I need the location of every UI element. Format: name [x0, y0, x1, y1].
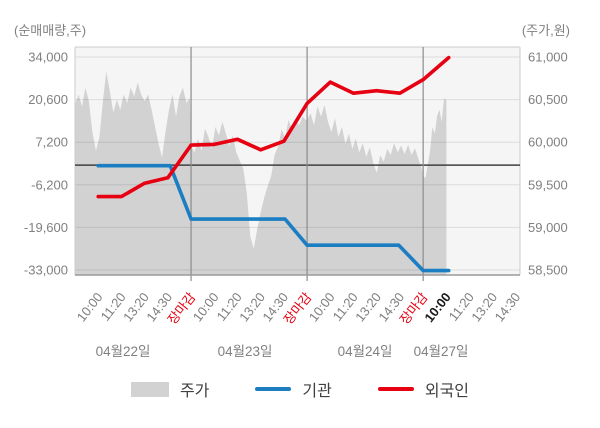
right-axis-tick-label: 59,000: [528, 220, 568, 235]
left-axis-tick-label: -33,000: [24, 263, 68, 278]
legend-item-foreigners: 외국인: [377, 377, 470, 401]
date-label: 04월24일: [338, 344, 393, 359]
right-axis-tick-label: 59,500: [528, 177, 568, 192]
x-tick-label: 14:30: [492, 290, 524, 325]
right-axis-title: (주가,원): [521, 23, 570, 38]
chart-legend: 주가 기관 외국인: [0, 377, 600, 401]
institutions-legend-label: 기관: [302, 383, 332, 400]
right-axis-tick-label: 58,500: [528, 263, 568, 278]
foreigners-legend-label: 외국인: [424, 383, 470, 400]
date-label: 04월23일: [218, 344, 273, 359]
date-label: 04월22일: [96, 344, 151, 359]
left-axis-tick-label: -19,600: [24, 220, 68, 235]
institutions-line-swatch: [255, 387, 292, 391]
price-area-swatch: [130, 381, 169, 397]
left-axis-tick-label: 20,600: [28, 92, 68, 107]
left-axis-tick-label: 7,200: [35, 135, 68, 150]
right-axis-tick-label: 60,500: [528, 92, 568, 107]
series-institutions-line: [96, 163, 451, 273]
left-axis-tick-label: -6,200: [31, 177, 68, 192]
x-tick-label: 10:00: [421, 290, 453, 325]
legend-item-institutions: 기관: [255, 377, 332, 401]
legend-item-price: 주가: [130, 377, 210, 401]
right-axis-tick-label: 61,000: [528, 50, 568, 65]
foreigners-line-swatch: [377, 387, 414, 391]
left-axis-tick-label: 34,000: [28, 50, 68, 65]
x-tick-label: 10:00: [74, 290, 106, 325]
left-axis-title: (순매매량,주): [14, 23, 87, 38]
x-tick-label: 10:00: [190, 290, 222, 325]
price-legend-label: 주가: [179, 383, 210, 400]
series-foreigners-line: [96, 55, 451, 199]
right-axis-tick-label: 60,000: [528, 135, 568, 150]
date-label: 04월27일: [414, 344, 469, 359]
price-area: [75, 71, 447, 275]
x-tick-label: 10:00: [306, 290, 338, 325]
